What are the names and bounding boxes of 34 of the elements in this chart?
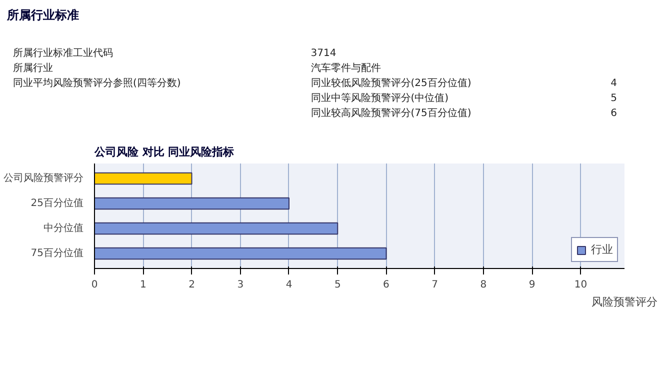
text: 同业中等风险预警评分(中位值) [310, 92, 450, 106]
x-axis-title: 风险预警评分 [592, 296, 658, 308]
text: 所属行业标准 [7, 7, 80, 24]
x-tick-label: 2 [188, 280, 195, 290]
bar [94, 247, 387, 260]
text: 6 [610, 107, 618, 122]
y-tick-label: 公司风险预警评分 [4, 172, 84, 184]
text: 汽车零件与配件 [310, 62, 382, 76]
x-tick-label: 5 [334, 280, 341, 290]
x-tick-label: 7 [432, 280, 438, 290]
text: 同业平均风险预警评分参照(四等分数) [12, 76, 182, 92]
x-tick-label: 3 [237, 280, 244, 290]
chart-title: 公司风险 对比 同业风险指标 [94, 146, 234, 158]
y-tick-label: 中分位值 [44, 222, 84, 234]
text: 同业较高风险预警评分(75百分位值) [310, 106, 472, 122]
text: 同业较低风险预警评分(25百分位值) [310, 76, 472, 92]
y-tick-label: 75百分位值 [30, 247, 84, 259]
x-tick-label: 0 [91, 280, 98, 290]
x-tick-label: 6 [383, 280, 390, 290]
legend-label: 行业 [591, 242, 613, 257]
text: 所属行业标准工业代码 [12, 46, 114, 62]
bar [94, 222, 338, 235]
x-tick-label: 10 [574, 280, 588, 290]
x-tick-label: 9 [528, 280, 536, 290]
x-tick-label: 4 [286, 280, 292, 290]
text: 5 [610, 92, 618, 106]
text: 4 [610, 77, 618, 92]
bar [94, 172, 192, 185]
x-tick-label: 1 [140, 280, 146, 290]
text: 所属行业 [12, 62, 54, 76]
bar [94, 197, 290, 210]
y-tick-label: 25百分位值 [30, 197, 84, 209]
text: 3714 [310, 47, 338, 62]
x-tick-label: 8 [480, 280, 487, 290]
